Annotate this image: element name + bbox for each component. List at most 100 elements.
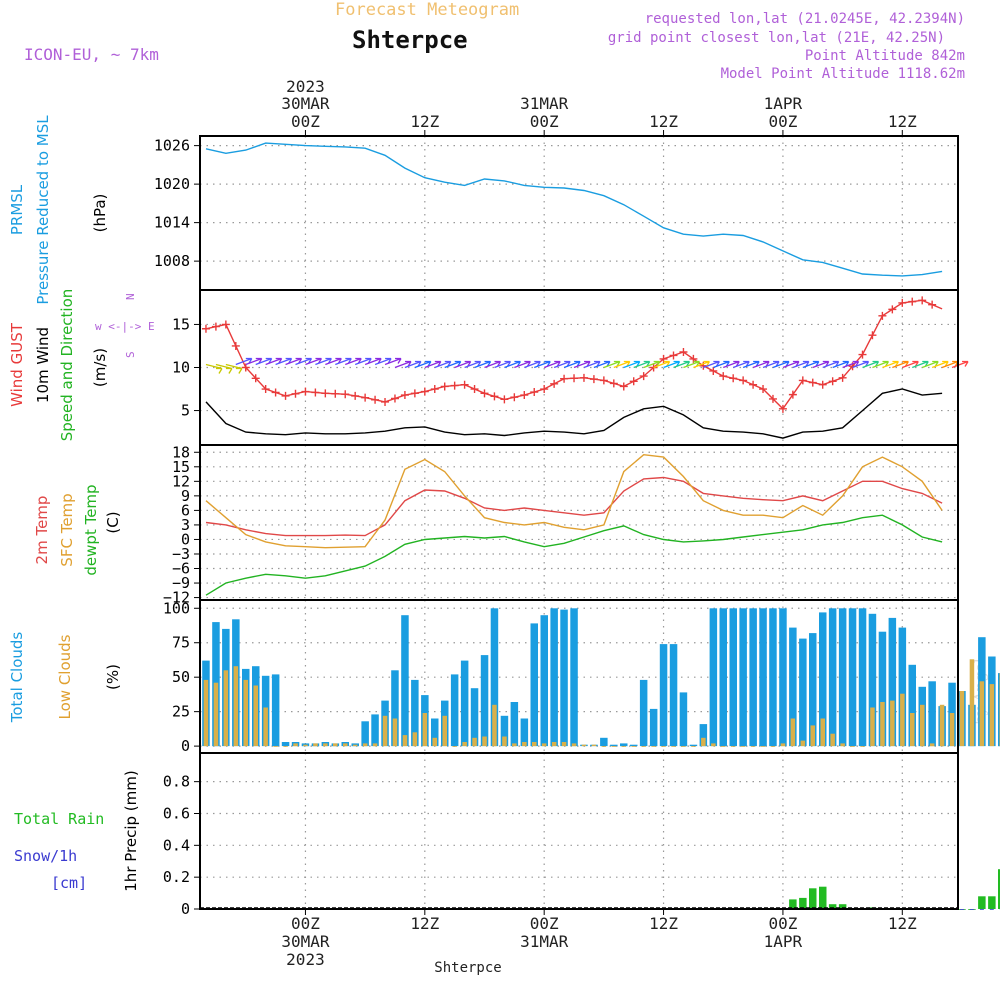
low-cloud-bar — [621, 746, 626, 747]
low-cloud-bar — [959, 691, 965, 747]
t2m-series — [205, 476, 943, 537]
low-cloud-bar — [522, 742, 527, 747]
compass-north: N — [124, 293, 137, 300]
compass-we: w <-|-> E — [95, 320, 155, 333]
low-cloud-bar — [442, 715, 447, 747]
gust-marker — [768, 394, 777, 403]
gust-marker — [908, 297, 917, 306]
ytick-label: 1026 — [154, 137, 190, 155]
top-date: 30MAR — [281, 94, 330, 113]
rain-bar — [838, 904, 847, 909]
low-cloud-bar — [541, 743, 547, 747]
panel-label: 2m Temp — [33, 496, 51, 565]
low-cloud-bar — [790, 718, 796, 747]
top-hour: 12Z — [888, 112, 917, 131]
low-cloud-bar — [362, 743, 368, 747]
panel-4: 0.8 0.6 0.4 0.2 0 — [163, 753, 958, 918]
low-cloud-bar — [512, 743, 517, 747]
low-cloud-bar — [631, 746, 636, 747]
bars-panel-3 — [202, 608, 1000, 747]
top-time-label: 12Z — [410, 112, 439, 131]
left-labels-2: 2m Temp SFC Temp dewpt Temp (C) — [33, 484, 122, 575]
gust-marker — [510, 393, 519, 402]
low-cloud-bar — [840, 743, 845, 747]
gust-marker — [639, 372, 648, 381]
total-cloud-bar — [361, 721, 369, 747]
low-cloud-bar — [571, 743, 577, 747]
total-cloud-bar — [749, 608, 757, 747]
gust-marker — [490, 392, 499, 401]
ytick-label: 1020 — [154, 175, 190, 193]
low-cloud-bar — [671, 746, 676, 747]
total-cloud-bar — [669, 644, 678, 747]
top-time-label: 12Z — [649, 112, 678, 131]
total-cloud-bar — [868, 613, 877, 747]
ytick-label: 0 — [181, 737, 190, 755]
ytick-label: −6 — [172, 560, 190, 578]
total-cloud-bar — [460, 660, 469, 747]
gust-marker — [201, 324, 210, 333]
low-cloud-bar — [780, 743, 786, 747]
top-hour: 00Z — [768, 112, 797, 131]
total-cloud-bar — [828, 608, 837, 747]
compass-rose: Nw <-|-> E S — [95, 293, 155, 358]
panel-frame — [199, 135, 959, 291]
gust-marker — [390, 394, 399, 403]
sfc-temp-series — [205, 453, 943, 549]
dewpoint-line — [205, 514, 943, 596]
ytick-label: 18 — [172, 443, 190, 461]
model-altitude: Model Point Altitude 1118.62m — [721, 66, 965, 82]
total-cloud-bar — [480, 655, 489, 747]
gust-marker — [540, 385, 549, 394]
low-cloud-bar — [452, 746, 457, 747]
total-cloud-bar — [281, 742, 290, 747]
ytick-label: 50 — [172, 668, 190, 686]
low-cloud-bar — [611, 746, 617, 747]
total-cloud-bar — [779, 608, 787, 747]
total-cloud-bar — [699, 724, 708, 747]
left-labels-1: Wind GUST 10m Wind Speed and Direction (m/s… — [8, 289, 109, 442]
gust-marker — [351, 391, 360, 400]
panel-label: dewpt Temp — [82, 484, 100, 575]
low-cloud-bar — [502, 736, 507, 747]
gust-marker — [599, 376, 608, 385]
panel-label: 10m Wind — [34, 327, 52, 403]
gust-marker — [430, 385, 439, 394]
sfc-temp-line — [205, 453, 943, 549]
ytick-label: 5 — [181, 402, 190, 420]
rain-bar — [998, 869, 1000, 909]
gust-marker — [828, 377, 837, 386]
gust-marker — [301, 387, 310, 396]
total-cloud-bar — [759, 608, 767, 747]
total-cloud-bar — [470, 688, 479, 747]
wind-arrow — [205, 363, 223, 374]
gust-marker — [440, 382, 449, 391]
low-cloud-bar — [939, 704, 945, 747]
low-cloud-bar — [601, 746, 607, 747]
bottom-time-label: 12Z — [410, 914, 439, 933]
total-cloud-bar — [500, 715, 509, 747]
total-cloud-bar — [649, 708, 658, 747]
wind-arrow — [951, 360, 969, 369]
requested-coords: requested lon,lat (21.0245E, 42.2394N) — [645, 11, 965, 27]
low-cloud-bar — [472, 737, 477, 747]
gust-marker — [609, 379, 618, 388]
total-cloud-bar — [819, 612, 827, 747]
rain-bar — [828, 904, 837, 909]
low-cloud-bar — [969, 659, 975, 747]
total-cloud-bar — [799, 638, 807, 747]
total-cloud-bar — [401, 615, 409, 747]
point-altitude: Point Altitude 842m — [805, 48, 965, 64]
low-cloud-bar — [253, 685, 258, 747]
ytick-label: 12 — [172, 472, 190, 490]
wind-arrow — [384, 357, 402, 366]
total-cloud-bar — [570, 608, 578, 747]
gust-marker — [420, 387, 429, 396]
low-cloud-bar — [591, 744, 597, 747]
gust-marker — [818, 380, 827, 389]
top-hour: 00Z — [291, 112, 320, 131]
gust-marker — [311, 388, 320, 397]
